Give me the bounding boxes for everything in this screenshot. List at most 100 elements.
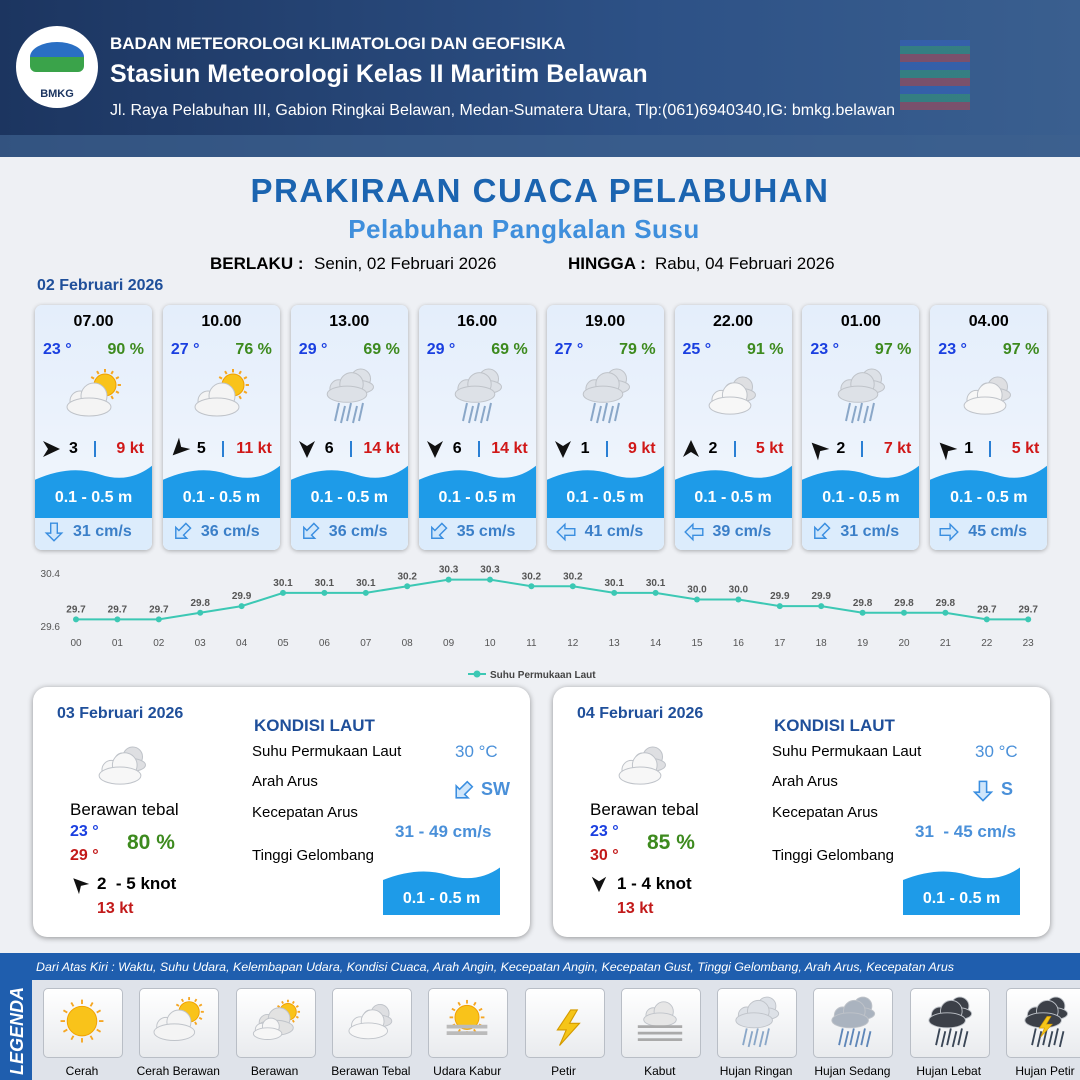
legend-item: Kabut — [644, 1064, 676, 1078]
humidity: 69 % — [491, 341, 528, 358]
forecast-card: 19.00 27 ° 79 % 1 9 kt 0.1 - 0.5 m 41 cm/s — [546, 305, 664, 550]
from-date: Senin, 02 Februari 2026 — [314, 254, 497, 273]
x-tick-label: 10 — [484, 638, 496, 649]
rain — [844, 1031, 850, 1048]
rain — [1047, 1031, 1054, 1048]
current-speed: 31 - 45 cm/s — [915, 822, 1017, 841]
wave — [546, 465, 664, 519]
sun-ray — [110, 370, 114, 375]
from-label: BERLAKU : — [210, 254, 304, 273]
weather-icon — [708, 376, 756, 415]
current-arrow — [174, 522, 192, 539]
wind: 2 - 5 knot — [97, 874, 177, 893]
point — [362, 589, 369, 596]
rain — [742, 1028, 748, 1046]
sea-label: Tinggi Gelombang — [252, 847, 375, 864]
arrow-shape — [814, 522, 831, 539]
rain — [849, 1028, 856, 1046]
wave-shape — [290, 465, 408, 519]
temp-min: 23 ° — [590, 823, 619, 840]
legend-tab — [0, 953, 32, 1080]
wave-height: 0.1 - 0.5 m — [438, 489, 516, 506]
wind-arrow — [591, 876, 607, 893]
bolt — [555, 1009, 581, 1046]
wave — [802, 465, 920, 519]
time: 07.00 — [73, 313, 114, 330]
gust: 13 kt — [97, 900, 134, 917]
legend: LEGENDA Dari Atas Kiri : Waktu, Suhu Udar… — [0, 953, 1080, 1080]
wave-height: 0.1 - 0.5 m — [922, 890, 1001, 907]
arrow-shape — [302, 522, 320, 539]
legend-item: Cerah Berawan — [136, 1064, 220, 1078]
legend-icon — [928, 996, 972, 1048]
legend-icon — [153, 997, 205, 1041]
current-arrow — [44, 522, 64, 542]
wave-height: 0.1 - 0.5 m — [54, 489, 133, 506]
wind-arrow — [939, 442, 958, 461]
arrow-shape — [555, 522, 576, 542]
current-speed: 45 cm/s — [968, 523, 1028, 540]
forecast-card: 07.00 23 ° 90 % 3 9 kt 0.1 - 0.5 m 31 cm/s — [35, 305, 152, 550]
forecast-card: 01.00 23 ° 97 % 2 7 kt 0.1 - 0.5 m 31 cm/s — [802, 305, 920, 550]
y-tick-label: 29.6 — [41, 622, 61, 633]
sun-ray — [90, 376, 95, 380]
sun-ray — [70, 1002, 75, 1007]
station: Stasiun Meteorologi Kelas II Maritim Bel… — [110, 60, 648, 88]
weather-icon — [326, 368, 374, 424]
wave-shape — [162, 465, 280, 519]
current-speed: 39 cm/s — [712, 523, 772, 540]
current-arrow — [683, 522, 704, 542]
sun-ray — [70, 1035, 75, 1041]
arrow-head — [812, 442, 830, 461]
current-speed: 31 cm/s — [840, 523, 900, 540]
arrow-head — [939, 442, 958, 461]
point — [280, 589, 286, 596]
legend-box — [813, 988, 894, 1058]
temperature: 27 ° — [170, 341, 200, 358]
gust: 5 kt — [1011, 440, 1040, 457]
legend-desc-bar — [32, 953, 1080, 980]
value-label: 30.1 — [604, 578, 624, 589]
current-speed: 36 cm/s — [328, 523, 388, 540]
sun-ray — [291, 1000, 295, 1004]
value-label: 29.7 — [977, 604, 997, 615]
forecast-card: 13.00 29 ° 69 % 6 14 kt 0.1 - 0.5 m 36 cm/s — [290, 305, 408, 550]
point — [776, 603, 783, 610]
sst: 30 °C — [975, 742, 1018, 761]
cloud — [838, 385, 879, 403]
header-bg — [0, 0, 1080, 157]
cloud — [98, 766, 142, 785]
value-label: 29.7 — [66, 604, 86, 615]
rain — [851, 405, 858, 424]
gust: 7 kt — [883, 440, 912, 457]
current-dir: S — [1001, 779, 1014, 799]
x-tick-label: 16 — [733, 638, 745, 649]
legend-icon — [252, 999, 300, 1040]
sun-ray — [451, 1007, 456, 1012]
legend-icon — [555, 1009, 581, 1046]
temperature: 29 ° — [426, 341, 456, 358]
rain — [866, 1031, 872, 1048]
time: 10.00 — [201, 313, 242, 330]
value-label: 29.8 — [936, 598, 956, 609]
y-tick-label: 30.4 — [41, 569, 61, 580]
rain — [1058, 1031, 1065, 1048]
weather-icon — [98, 746, 146, 785]
sun-ray — [115, 390, 120, 394]
wave-shape — [546, 465, 664, 519]
cloud — [348, 1022, 388, 1040]
rain — [855, 1031, 861, 1048]
rain — [357, 402, 364, 422]
separator — [605, 441, 608, 457]
rain — [595, 405, 602, 424]
point — [238, 603, 245, 610]
rain — [838, 1028, 845, 1046]
legend-item: Berawan Tebal — [331, 1064, 411, 1078]
rain — [957, 1028, 963, 1046]
x-tick-label: 21 — [940, 638, 952, 649]
humidity: 90 % — [107, 341, 144, 358]
gust: 13 kt — [617, 900, 654, 917]
rain — [951, 1031, 957, 1048]
current-speed: 36 cm/s — [200, 523, 260, 540]
point — [652, 589, 659, 596]
